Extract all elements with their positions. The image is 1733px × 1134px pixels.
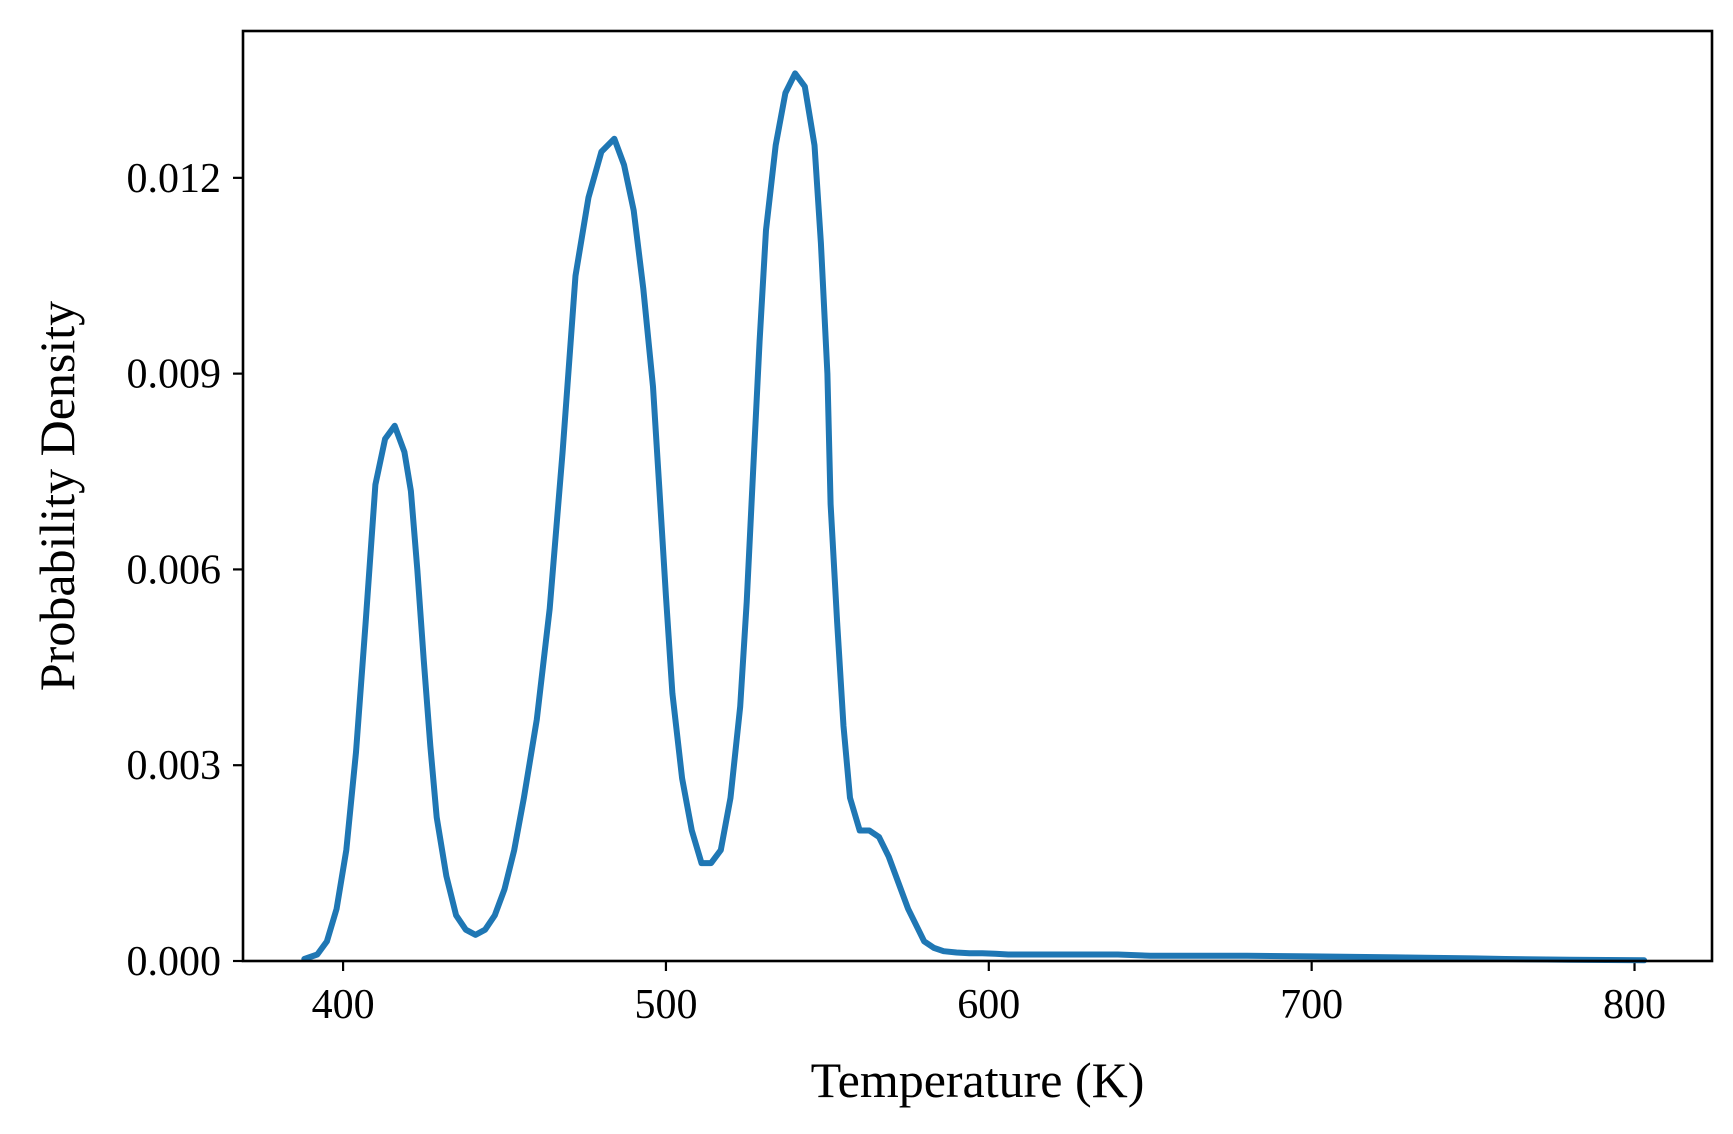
y-tick-label: 0.012 [127,156,222,202]
x-ticks: 400 500 600 700 800 [312,961,1666,1028]
x-axis-label: Temperature (K) [811,1052,1145,1108]
y-tick-label: 0.009 [127,352,222,398]
y-axis-label: Probability Density [29,301,85,691]
x-tick-label: 400 [312,982,375,1028]
x-tick-label: 500 [634,982,697,1028]
x-tick-label: 600 [957,982,1020,1028]
x-tick-label: 700 [1280,982,1343,1028]
y-tick-label: 0.003 [127,743,222,789]
y-tick-label: 0.006 [127,547,222,593]
plot-frame [241,29,1714,963]
density-curve [301,70,1648,964]
y-ticks: 0.000 0.003 0.006 0.009 0.012 [127,156,243,985]
x-tick-label: 800 [1603,982,1666,1028]
y-tick-label: 0.000 [127,939,222,985]
